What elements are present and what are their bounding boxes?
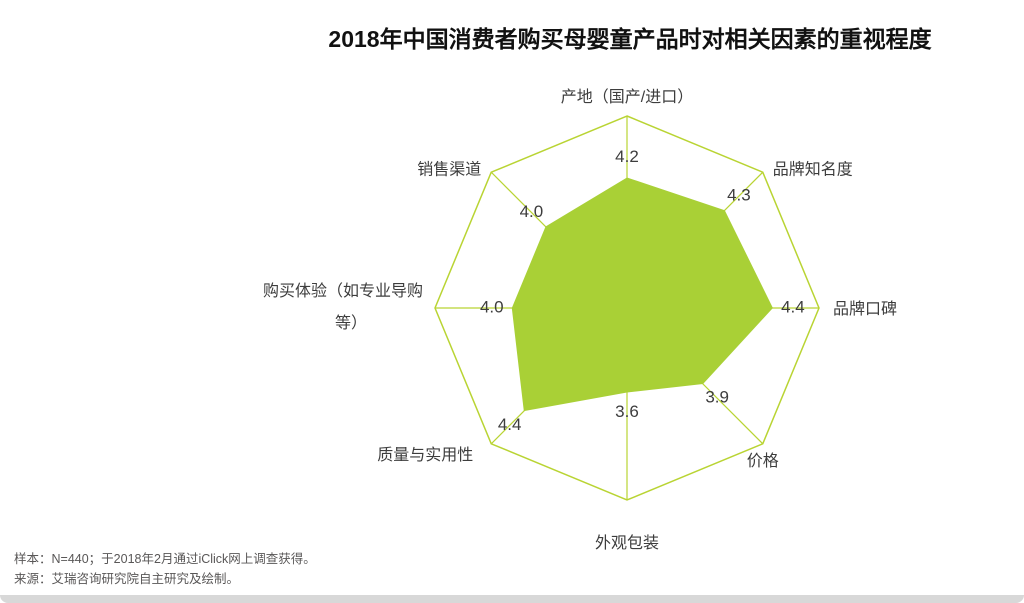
axis-value-label: 4.2 <box>615 147 639 166</box>
footnote-block: 样本：N=440；于2018年2月通过iClick网上调查获得。 来源：艾瑞咨询… <box>14 550 316 589</box>
axis-value-label: 4.0 <box>480 297 504 316</box>
radar-outer-ring <box>434 115 820 501</box>
radar-data-area <box>511 177 773 412</box>
axis-name-label: 产地（国产/进口） <box>561 88 693 106</box>
axis-value-label: 4.3 <box>727 186 751 205</box>
axis-name-label: 品牌知名度 <box>773 160 853 178</box>
axis-value-label: 4.4 <box>781 297 805 316</box>
sample-note: 样本：N=440；于2018年2月通过iClick网上调查获得。 <box>14 552 316 567</box>
source-note: 来源：艾瑞咨询研究院自主研究及绘制。 <box>14 571 240 586</box>
axis-name-label: 外观包装 <box>595 534 659 552</box>
axis-name-label: 质量与实用性 <box>377 446 473 464</box>
axis-name-label: 价格 <box>747 452 779 470</box>
axis-name-label: 购买体验（如专业导购等） <box>263 282 423 332</box>
axis-name-label: 销售渠道 <box>417 160 481 178</box>
axis-value-label: 3.9 <box>705 388 729 407</box>
axis-value-label: 4.4 <box>498 415 522 434</box>
axis-name-label: 品牌口碑 <box>833 300 897 318</box>
axis-value-label: 4.0 <box>520 202 544 221</box>
bottom-bar <box>0 595 1024 603</box>
chart-title: 2018年中国消费者购买母婴童产品时对相关因素的重视程度 <box>328 26 932 52</box>
axis-value-label: 3.6 <box>615 402 639 421</box>
